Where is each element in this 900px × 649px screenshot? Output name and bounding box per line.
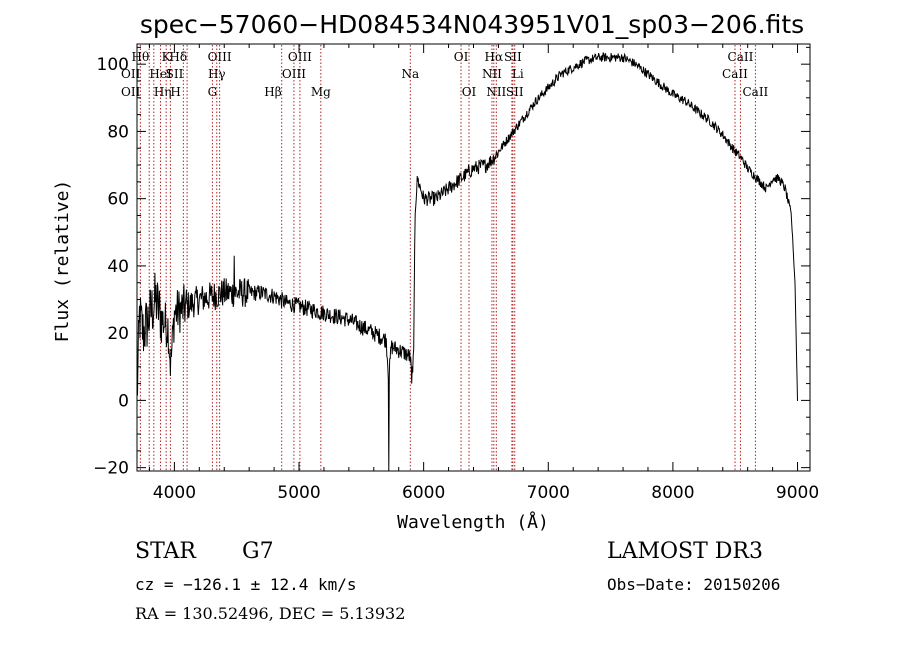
- emission-line-label: NII: [486, 85, 506, 99]
- y-tick-label: 60: [107, 190, 129, 210]
- emission-line-label: OIII: [288, 50, 312, 64]
- x-axis-label: Wavelength (Å): [397, 511, 549, 533]
- x-tick-label: 5000: [277, 483, 320, 503]
- emission-line-markers: [139, 45, 756, 470]
- emission-line-label: OIII: [282, 67, 306, 81]
- emission-line-label: Hδ: [169, 50, 187, 64]
- y-tick-label: 20: [107, 324, 129, 344]
- emission-line-label: HeI: [149, 67, 172, 81]
- emission-line-label: Hβ: [264, 85, 281, 99]
- chart-title: spec−57060−HD084534N043951V01_sp03−206.f…: [140, 10, 804, 39]
- emission-line-label: NII: [482, 67, 502, 81]
- redshift-value: cz = −126.1 ± 12.4 km/s: [135, 575, 357, 594]
- observation-date: Obs−Date: 20150206: [607, 575, 781, 594]
- y-tick-label: 80: [107, 122, 129, 142]
- object-type: STAR: [135, 539, 196, 564]
- emission-line-label: SII: [504, 50, 522, 64]
- object-subclass: G7: [242, 539, 274, 564]
- y-axis-ticks: −20 0 20 40 60 80 100: [93, 46, 810, 479]
- x-tick-label: 6000: [402, 483, 445, 503]
- emission-line-label: Hγ: [208, 67, 226, 81]
- emission-line-label: CaII: [722, 67, 748, 81]
- plot-frame: [136, 43, 811, 472]
- x-tick-label: 8000: [651, 483, 694, 503]
- y-axis-label: Flux (relative): [52, 180, 73, 343]
- y-tick-label: 0: [118, 391, 129, 411]
- survey-name: LAMOST DR3: [607, 539, 763, 564]
- emission-line-label: Li: [512, 67, 524, 81]
- y-tick-label: 40: [107, 257, 129, 277]
- emission-line-label: Na: [401, 67, 419, 81]
- emission-line-label: CaII: [742, 85, 768, 99]
- coordinates: RA = 130.52496, DEC = 5.13932: [135, 604, 406, 623]
- emission-line-label: OII: [121, 85, 141, 99]
- emission-line-label: OI: [462, 85, 477, 99]
- emission-line-label: Hη: [154, 85, 172, 99]
- x-axis-ticks: 4000 5000 6000 7000 8000 9000: [148, 44, 819, 503]
- x-tick-label: 7000: [527, 483, 570, 503]
- emission-line-label: H: [170, 85, 180, 99]
- emission-line-label: Hα: [485, 50, 504, 64]
- emission-line-label: CaII: [728, 50, 754, 64]
- emission-line-label: Mg: [311, 85, 331, 99]
- x-tick-label: 4000: [153, 483, 196, 503]
- emission-line-label: OIII: [208, 50, 232, 64]
- emission-line-label: Hθ: [132, 50, 150, 64]
- spectrum-line: [136, 52, 798, 472]
- emission-line-label: OII: [121, 67, 141, 81]
- emission-line-label: SII: [506, 85, 524, 99]
- emission-line-label: SII: [166, 67, 184, 81]
- emission-line-label: OI: [454, 50, 469, 64]
- emission-line-label: G: [208, 85, 218, 99]
- x-tick-label: 9000: [776, 483, 819, 503]
- y-tick-label: −20: [93, 459, 129, 479]
- y-tick-label: 100: [97, 55, 129, 75]
- emission-line-label: K: [162, 50, 172, 64]
